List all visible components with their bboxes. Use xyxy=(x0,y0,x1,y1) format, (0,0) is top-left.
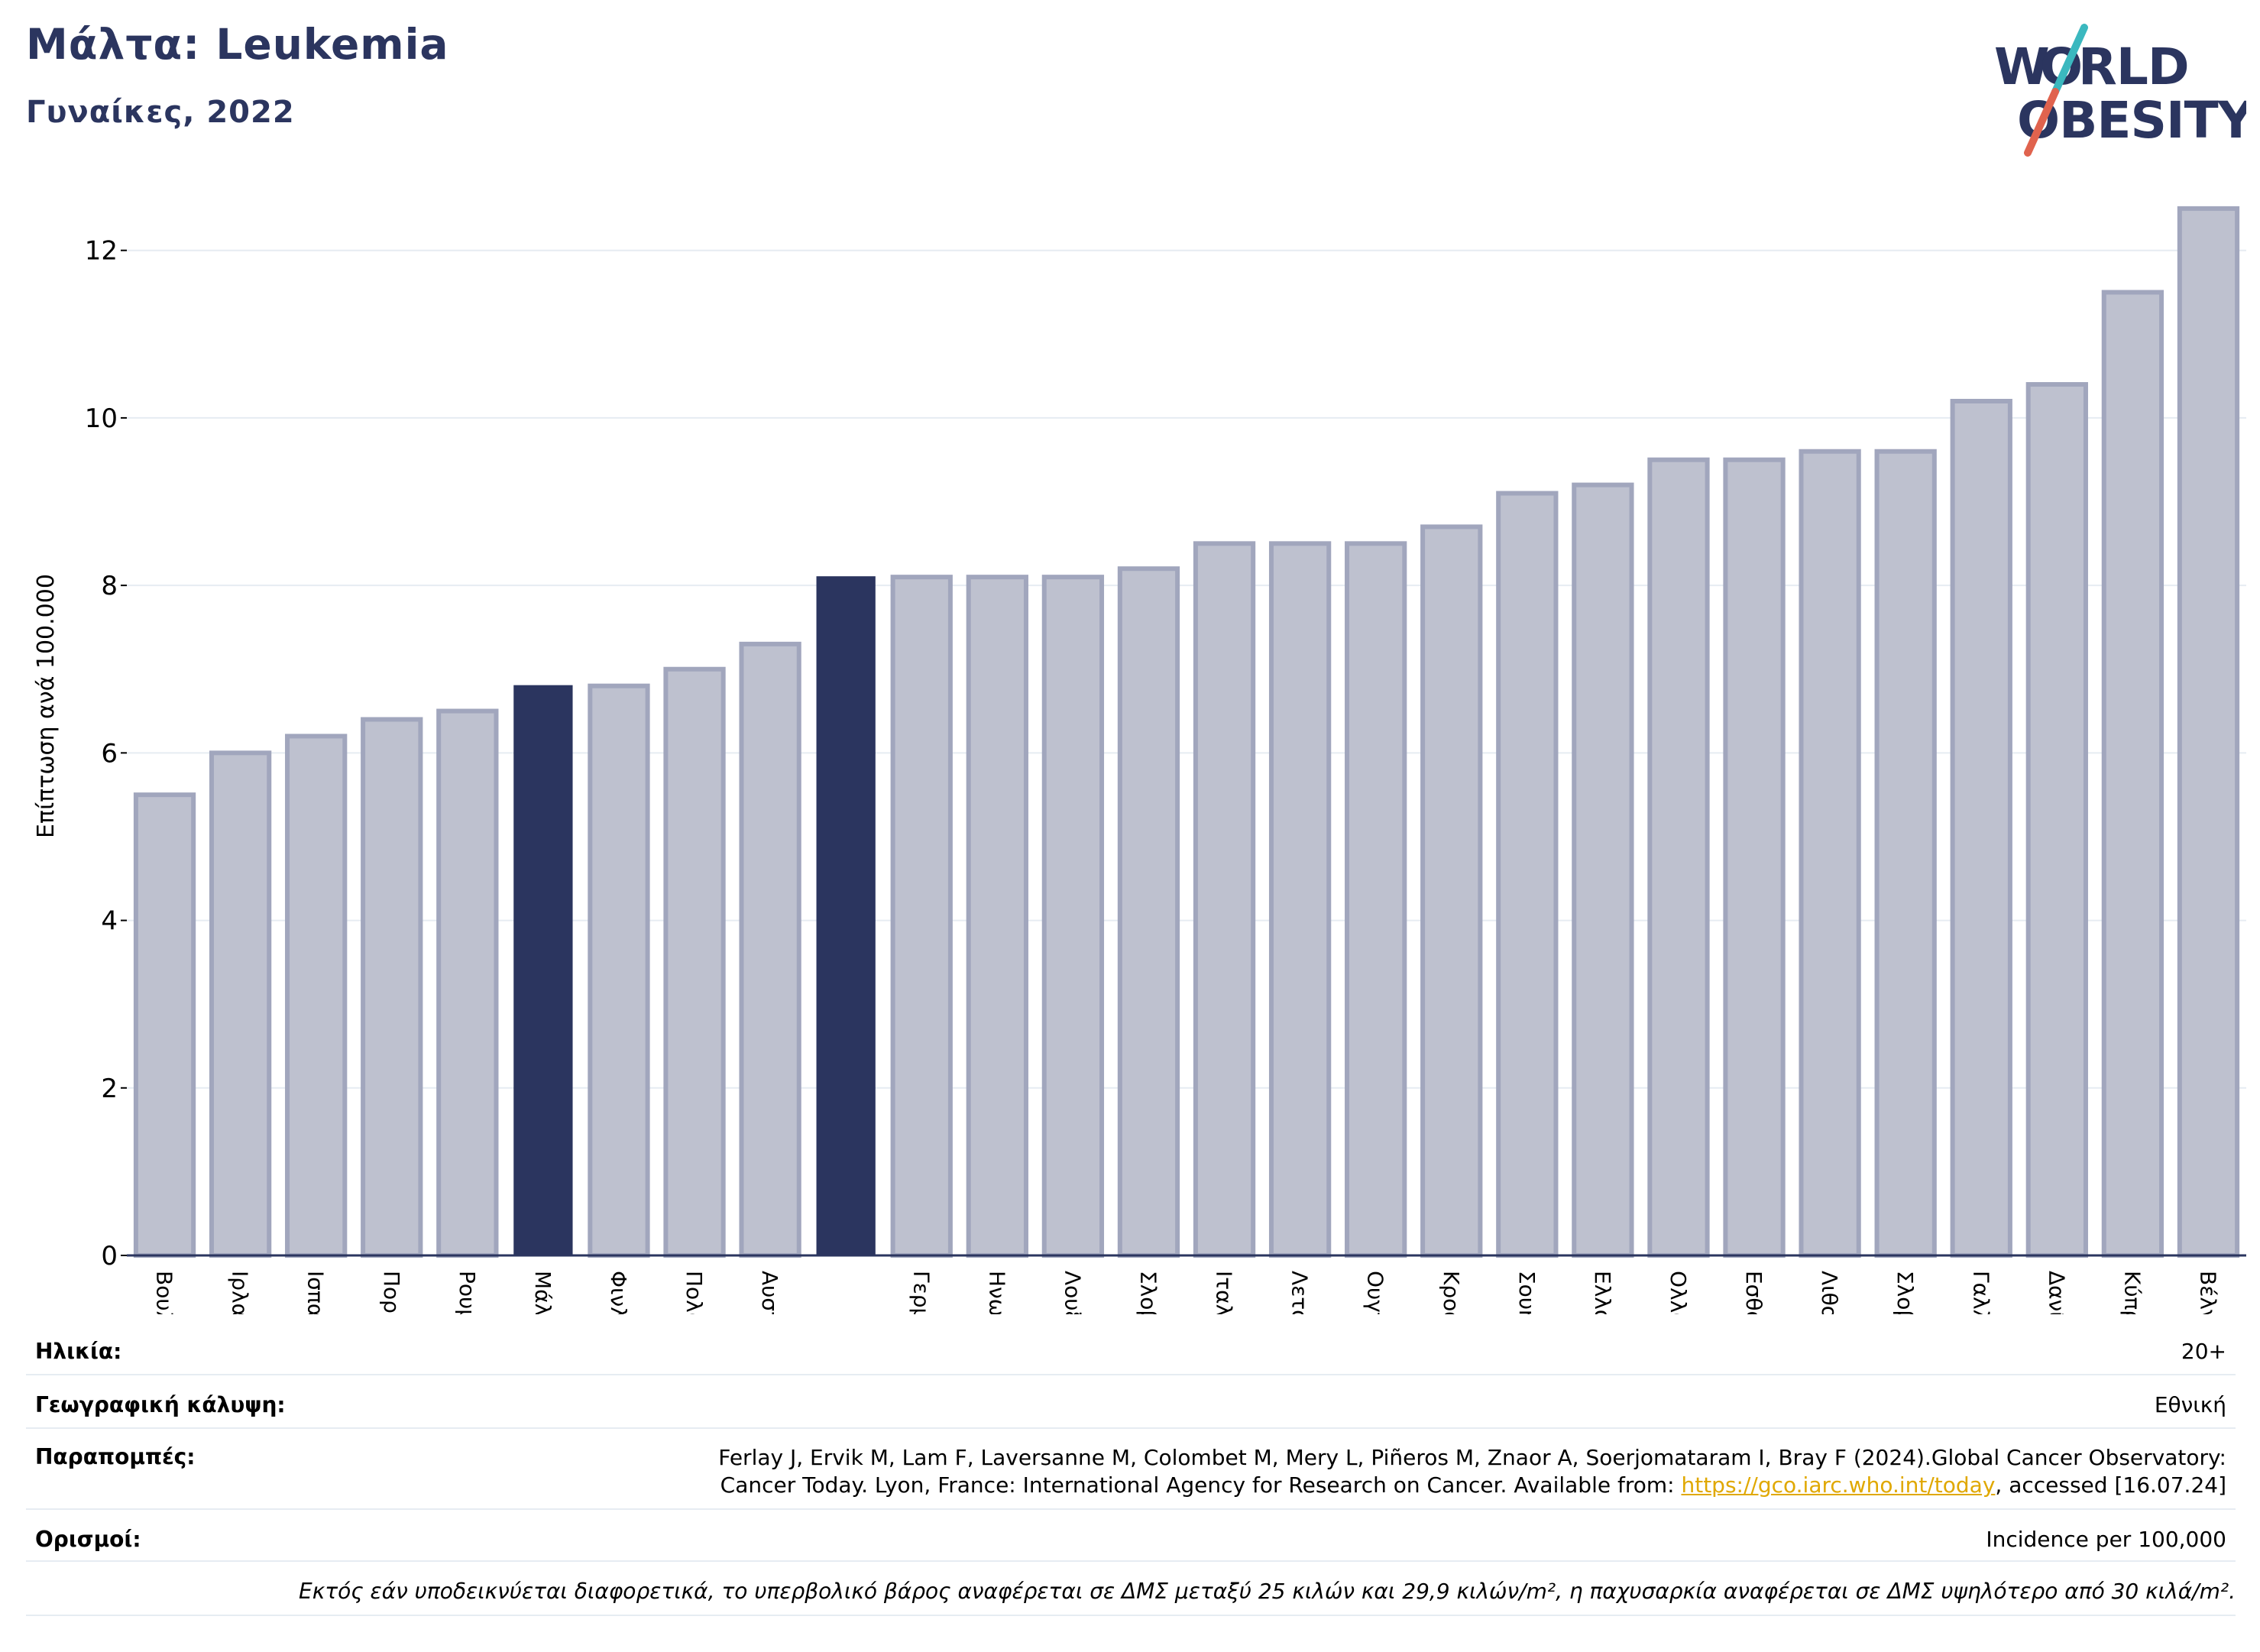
bar-19 xyxy=(1496,491,1559,1258)
age-label: Ηλικία: xyxy=(35,1339,122,1364)
x-tick-label: Λιθουανία xyxy=(1817,1271,1842,1314)
bar-3 xyxy=(285,734,348,1258)
x-tick-label: Εσθονία xyxy=(1741,1271,1766,1314)
bar-28 xyxy=(2177,206,2240,1258)
x-tick-label: Αυστρία xyxy=(757,1271,782,1314)
x-tick-label: Βουλγαρία xyxy=(152,1271,177,1314)
chart-title: Μάλτα: Leukemia xyxy=(26,20,449,69)
geo-label: Γεωγραφική κάλυψη: xyxy=(35,1392,286,1417)
chart-subtitle: Γυναίκες, 2022 xyxy=(26,95,295,130)
x-tick-label: Ολλανδία xyxy=(1666,1271,1691,1314)
geo-value: Εθνική xyxy=(2154,1392,2226,1417)
bar-15 xyxy=(1193,541,1256,1258)
x-tick-label: Ελλάδα xyxy=(1590,1271,1615,1314)
svg-text:RLD: RLD xyxy=(2078,37,2189,96)
bar-16 xyxy=(1268,541,1332,1258)
x-tick-label: Ρουμανία xyxy=(455,1271,480,1314)
world-obesity-logo: W O RLD OBESITY xyxy=(1994,24,2246,157)
bar-14 xyxy=(1117,566,1180,1258)
refs-link[interactable]: https://gco.iarc.who.int/today xyxy=(1681,1472,1996,1498)
x-tick-label: Ιταλία xyxy=(1212,1271,1237,1314)
bar-17 xyxy=(1345,541,1407,1258)
y-tick-label: 6 xyxy=(101,738,118,769)
bar-24 xyxy=(1874,449,1937,1258)
y-tick-label: 4 xyxy=(101,906,118,937)
bar-23 xyxy=(1799,449,1861,1258)
refs-line-2: Cancer Today. Lyon, France: Internationa… xyxy=(718,1472,2226,1499)
x-tick-label: Λετονία xyxy=(1287,1271,1313,1314)
bar-2 xyxy=(209,750,272,1258)
x-tick-label: Κροατία xyxy=(1439,1271,1464,1314)
x-tick-label: Ισπανία xyxy=(303,1271,329,1314)
refs-line-2-tail: , accessed [16.07.24] xyxy=(1995,1472,2226,1498)
bar-25 xyxy=(1950,398,2012,1258)
bar-4 xyxy=(361,717,423,1258)
y-tick-label: 8 xyxy=(101,571,118,601)
bar-20 xyxy=(1572,482,1634,1258)
x-tick-label: Γερμανία xyxy=(908,1271,934,1314)
x-tick-label: Πορτογαλία xyxy=(379,1271,404,1314)
x-tick-label: Ηνωμένο Βασίλειο xyxy=(984,1271,1009,1314)
bar-chart: 0 2 4 6 8 10 12 Βουλγαρία Ιρλανδία Ισπανία Πορτογα… xyxy=(33,206,2246,1314)
info-geo-row: Γεωγραφική κάλυψη: Εθνική xyxy=(26,1382,2236,1429)
x-tick-label: Λουξεμβούργο xyxy=(1060,1271,1085,1314)
x-tick-label: Πολωνία xyxy=(682,1271,707,1314)
bar-18 xyxy=(1420,524,1483,1258)
x-tick-label: Μάλτα xyxy=(530,1271,555,1314)
y-axis-label: Επίπτωση ανά 100.000 xyxy=(33,574,60,838)
refs-label: Παραπομπές: xyxy=(35,1444,196,1469)
defs-value: Incidence per 100,000 xyxy=(1986,1527,2226,1552)
x-tick-label: Δανία xyxy=(2044,1271,2069,1314)
x-tick-label: Γαλλία xyxy=(1968,1271,1993,1314)
bar-11 xyxy=(890,575,953,1258)
x-tick-label: Σουηδία xyxy=(1514,1271,1540,1314)
info-age-row: Ηλικία: 20+ xyxy=(26,1330,2236,1375)
refs-text: Ferlay J, Ervik M, Lam F, Laversanne M, … xyxy=(718,1444,2226,1499)
y-tick-label: 2 xyxy=(101,1074,118,1104)
bar-13 xyxy=(1041,575,1105,1258)
info-refs-row: Παραπομπές: Ferlay J, Ervik M, Lam F, La… xyxy=(26,1435,2236,1510)
axes: 0 2 4 6 8 10 12 Βουλγαρία Ιρλανδία Ισπανία Πορτογα… xyxy=(85,236,2246,1314)
bar-1 xyxy=(133,792,196,1258)
bar-5 xyxy=(436,708,499,1258)
bar-10 xyxy=(816,576,876,1256)
x-tick-label: Κύπρος xyxy=(2119,1271,2145,1314)
bar-6 xyxy=(513,685,573,1256)
refs-line-1: Ferlay J, Ervik M, Lam F, Laversanne M, … xyxy=(718,1445,2226,1470)
x-tick-label: Σλοβακία xyxy=(1135,1271,1161,1314)
bar-12 xyxy=(966,575,1028,1258)
x-tick-label: Ιρλανδία xyxy=(228,1271,253,1314)
y-tick-label: 10 xyxy=(85,403,118,434)
bars xyxy=(133,206,2240,1258)
bar-21 xyxy=(1647,457,1710,1258)
bar-9 xyxy=(739,641,801,1258)
svg-text:W: W xyxy=(1994,37,2049,96)
y-tick-label: 12 xyxy=(85,236,118,267)
footnote: Εκτός εάν υποδεικνύεται διαφορετικά, το … xyxy=(26,1579,2236,1616)
x-tick-label: Ουγγαρία xyxy=(1363,1271,1388,1314)
refs-line-2-text: Cancer Today. Lyon, France: Internationa… xyxy=(720,1472,1682,1498)
defs-label: Ορισμοί: xyxy=(35,1527,141,1552)
x-tick-label: Φινλανδία xyxy=(606,1271,631,1314)
bar-8 xyxy=(663,666,726,1258)
x-tick-label: Σλοβενία xyxy=(1893,1271,1918,1314)
bar-22 xyxy=(1723,457,1786,1258)
age-value: 20+ xyxy=(2181,1339,2226,1364)
bar-7 xyxy=(588,683,650,1258)
bar-26 xyxy=(2025,382,2088,1258)
info-defs-row: Ορισμοί: Incidence per 100,000 xyxy=(26,1516,2236,1562)
bar-27 xyxy=(2101,290,2164,1258)
x-tick-label: Βέλγιο xyxy=(2195,1271,2220,1314)
y-tick-label: 0 xyxy=(101,1241,118,1271)
